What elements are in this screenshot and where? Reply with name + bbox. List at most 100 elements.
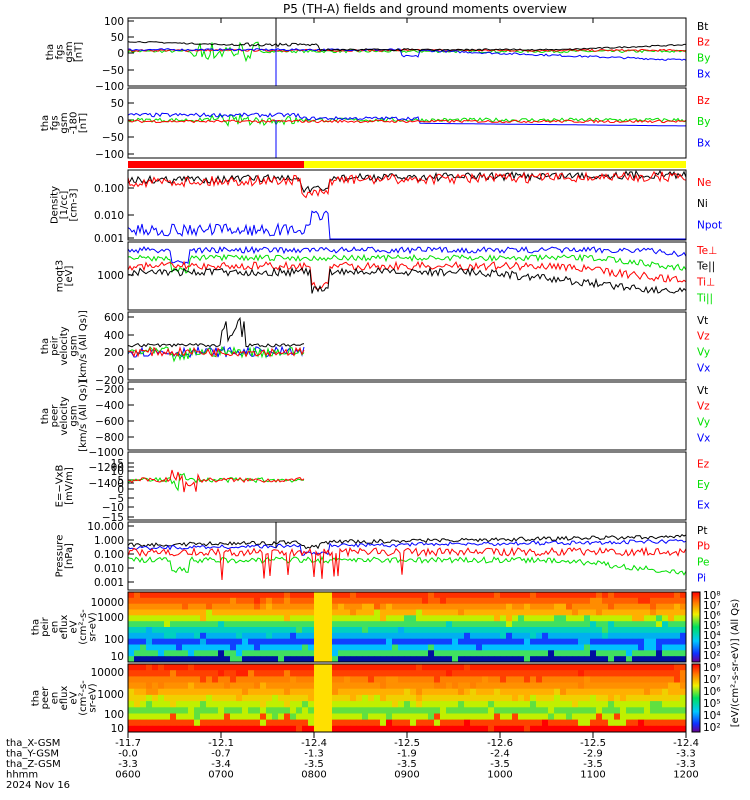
spectrogram-cell — [146, 713, 153, 721]
spectrogram-cell — [332, 707, 339, 714]
spectrogram-cell — [176, 701, 183, 708]
spectrogram-cell — [524, 609, 531, 616]
spectrogram-cell — [530, 638, 537, 645]
spectrogram-cell — [140, 713, 147, 721]
spectrogram-cell — [416, 719, 423, 727]
spectrogram-cell — [368, 650, 375, 657]
panel-frame — [127, 591, 687, 663]
spectrogram-cell — [314, 644, 321, 651]
ytick-label: −800 — [95, 432, 124, 444]
spectrogram-cell — [140, 638, 147, 645]
spectrogram-cell — [218, 644, 225, 651]
spectrogram-cell — [308, 664, 315, 671]
spectrogram-cell — [458, 676, 465, 684]
spectrogram-cell — [332, 632, 339, 640]
spectrogram-cell — [326, 621, 333, 628]
spectrogram-cell — [338, 603, 345, 610]
spectrogram-cell — [254, 656, 261, 663]
spectrogram-cell — [506, 670, 513, 677]
spectrogram-cell — [650, 688, 657, 696]
spectrogram-cell — [140, 656, 147, 663]
spectrogram-cell — [140, 597, 147, 605]
spectrogram-cell — [260, 644, 267, 651]
spectrogram-cell — [146, 621, 153, 628]
spectrogram-cell — [452, 632, 459, 640]
spectrogram-cell — [200, 725, 207, 733]
spectrogram-cell — [392, 609, 399, 616]
spectrogram-cell — [326, 656, 333, 663]
spectrogram-cell — [170, 627, 177, 634]
spectrogram-cell — [164, 592, 171, 599]
spectrogram-cell — [602, 725, 609, 733]
spectrogram-cell — [242, 632, 249, 640]
spectrogram-cell — [398, 615, 405, 622]
spectrogram-cell — [236, 644, 243, 651]
spectrogram-cell — [422, 676, 429, 684]
spectrogram-cell — [662, 656, 669, 663]
legend-entry: Bt — [697, 21, 708, 33]
spectrogram-cell — [182, 609, 189, 616]
spectrogram-cell — [380, 650, 387, 657]
spectrogram-cell — [206, 713, 213, 721]
spectrogram-cell — [476, 656, 483, 663]
spectrogram-cell — [566, 701, 573, 708]
legend-entry: Bx — [697, 137, 710, 149]
spectrogram-cell — [440, 638, 447, 645]
spectrogram-cell — [152, 664, 159, 671]
spectrogram-cell — [452, 694, 459, 702]
spectrogram-cell — [446, 713, 453, 721]
spectrogram-cell — [680, 656, 687, 663]
spectrogram-cell — [626, 632, 633, 640]
spectrogram-cell — [566, 644, 573, 651]
spectrogram-cell — [650, 701, 657, 708]
spectrogram-cell — [230, 701, 237, 708]
spectrogram-cell — [410, 650, 417, 657]
spectrogram-cell — [626, 644, 633, 651]
spectrogram-cell — [554, 694, 561, 702]
spectrogram-cell — [242, 627, 249, 634]
spectrogram-cell — [452, 621, 459, 628]
spectrogram-cell — [362, 694, 369, 702]
spectrogram-cell — [254, 592, 261, 599]
spectrogram-cell — [494, 609, 501, 616]
spectrogram-cell — [134, 694, 141, 702]
spectrogram-cell — [194, 725, 201, 733]
spectrogram-cell — [596, 707, 603, 714]
ytick-label: 0.100 — [94, 183, 124, 195]
spectrogram-cell — [212, 694, 219, 702]
spectrogram-cell — [284, 632, 291, 640]
ytick-label: 0.010 — [94, 563, 124, 575]
ylabel-line: eV — [69, 691, 80, 704]
colorbar-top — [691, 591, 701, 663]
spectrogram-cell — [260, 713, 267, 721]
spectrogram-cell — [260, 682, 267, 690]
spectrogram-cell — [476, 719, 483, 727]
spectrogram-cell — [188, 632, 195, 640]
spectrogram-cell — [224, 621, 231, 628]
spectrogram-cell — [344, 694, 351, 702]
spectrogram-cell — [566, 676, 573, 684]
spectrogram-cell — [458, 609, 465, 616]
spectrogram-cell — [218, 592, 225, 599]
panel-frame — [127, 311, 687, 381]
ylabel-line: fgs — [50, 115, 61, 130]
spectrogram-cell — [308, 701, 315, 708]
spectrogram-cell — [248, 725, 255, 733]
spectrogram-cell — [374, 688, 381, 696]
ylabel-line: [mV/m] — [64, 467, 75, 505]
spectrogram-cell — [536, 597, 543, 605]
spectrogram-cell — [470, 701, 477, 708]
spectrogram-cell — [512, 597, 519, 605]
spectrogram-cell — [368, 638, 375, 645]
spectrogram-cell — [398, 707, 405, 714]
spectrogram-cell — [398, 701, 405, 708]
spectrogram-cell — [140, 615, 147, 622]
spectrogram-cell — [386, 713, 393, 721]
spectrogram-cell — [650, 632, 657, 640]
spectrogram-cell — [428, 656, 435, 663]
spectrogram-cell — [668, 592, 675, 599]
spectrogram-cell — [236, 609, 243, 616]
spectrogram-cell — [536, 701, 543, 708]
spectrogram-cell — [548, 615, 555, 622]
spectrogram-cell — [290, 713, 297, 721]
